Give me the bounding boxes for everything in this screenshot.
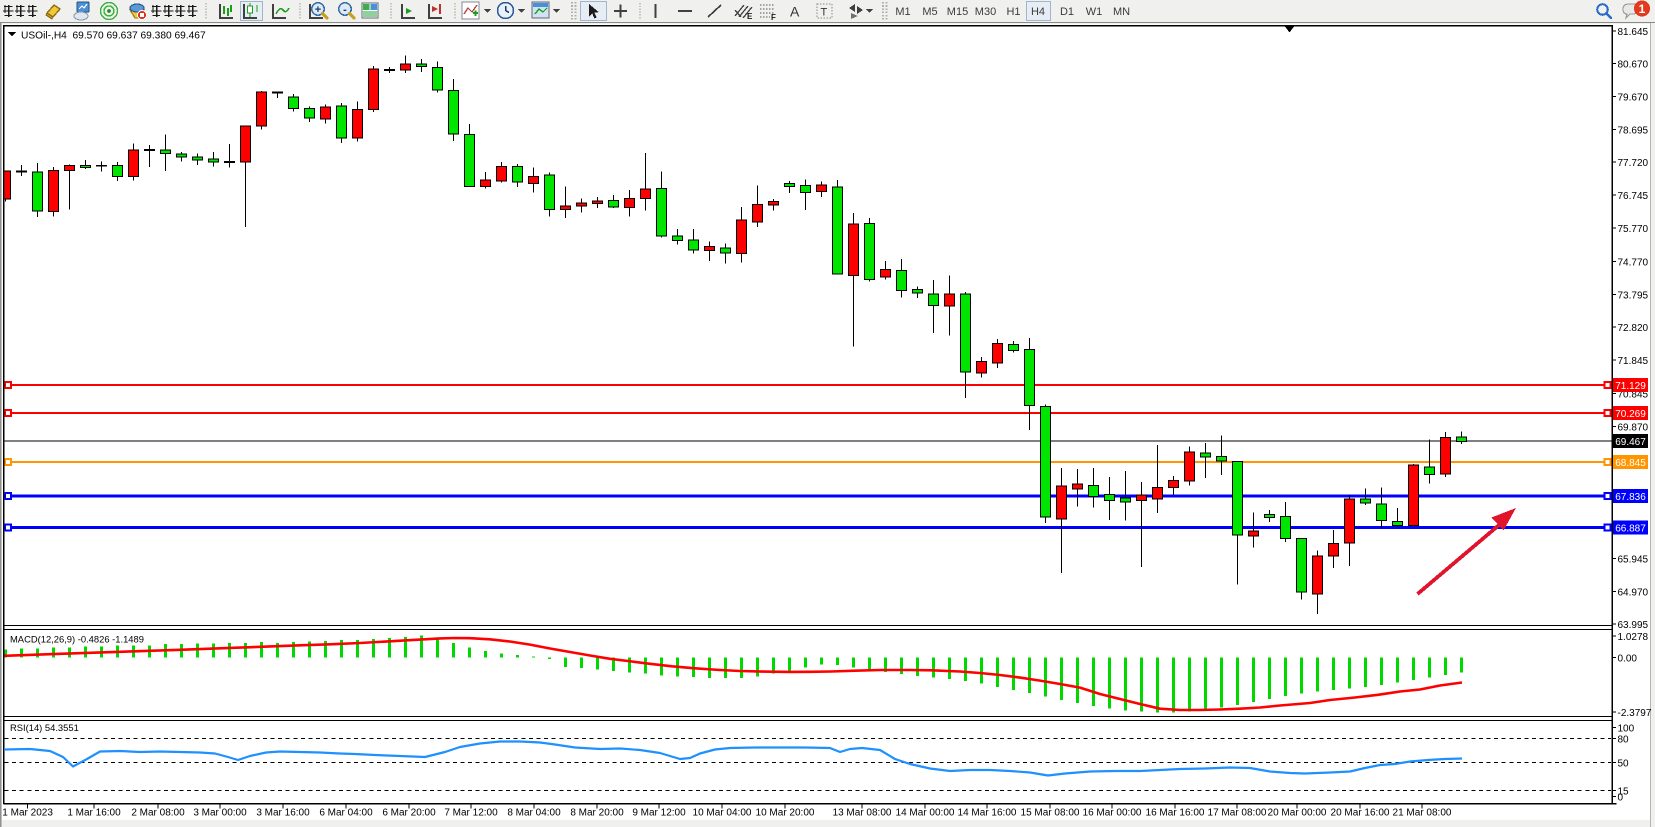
svg-text:15: 15 bbox=[1618, 786, 1630, 797]
svg-text:20 Mar 00:00: 20 Mar 00:00 bbox=[1268, 808, 1327, 819]
svg-text:16 Mar 16:00: 16 Mar 16:00 bbox=[1146, 808, 1205, 819]
svg-text:68.845: 68.845 bbox=[1615, 458, 1646, 469]
svg-text:MACD(12,26,9) -0.4826 -1.1489: MACD(12,26,9) -0.4826 -1.1489 bbox=[10, 634, 144, 645]
svg-text:13 Mar 08:00: 13 Mar 08:00 bbox=[833, 808, 892, 819]
svg-text:W1: W1 bbox=[1086, 6, 1103, 18]
svg-text:9 Mar 12:00: 9 Mar 12:00 bbox=[632, 808, 686, 819]
svg-text:64.970: 64.970 bbox=[1618, 587, 1649, 598]
svg-text:1.0278: 1.0278 bbox=[1618, 632, 1649, 643]
svg-text:71.845: 71.845 bbox=[1618, 356, 1649, 367]
svg-text:M30: M30 bbox=[975, 6, 996, 18]
svg-text:14 Mar 16:00: 14 Mar 16:00 bbox=[958, 808, 1017, 819]
svg-text:-2.3797: -2.3797 bbox=[1618, 708, 1652, 719]
svg-text:15 Mar 08:00: 15 Mar 08:00 bbox=[1021, 808, 1080, 819]
svg-text:-: - bbox=[343, 4, 347, 16]
svg-text:66.887: 66.887 bbox=[1615, 523, 1646, 534]
svg-text:1 Mar 2023: 1 Mar 2023 bbox=[2, 808, 53, 819]
svg-text:10 Mar 04:00: 10 Mar 04:00 bbox=[693, 808, 752, 819]
svg-text:T: T bbox=[821, 7, 828, 19]
svg-text:50: 50 bbox=[1618, 758, 1630, 769]
svg-text:70.845: 70.845 bbox=[1618, 389, 1649, 400]
svg-text:MN: MN bbox=[1113, 6, 1130, 18]
svg-text:69.467: 69.467 bbox=[1615, 437, 1646, 448]
svg-text:79.670: 79.670 bbox=[1618, 92, 1649, 103]
svg-text:F: F bbox=[771, 13, 776, 22]
svg-text:USOil-,H4 69.570 69.637 69.38: USOil-,H4 69.570 69.637 69.380 69.467 bbox=[21, 31, 206, 42]
svg-text:RSI(14) 54.3551: RSI(14) 54.3551 bbox=[10, 722, 79, 733]
svg-text:M15: M15 bbox=[947, 6, 968, 18]
svg-text:H4: H4 bbox=[1031, 6, 1045, 18]
svg-text:7 Mar 12:00: 7 Mar 12:00 bbox=[444, 808, 498, 819]
svg-text:6 Mar 20:00: 6 Mar 20:00 bbox=[382, 808, 436, 819]
svg-text:3 Mar 16:00: 3 Mar 16:00 bbox=[256, 808, 310, 819]
svg-text:80: 80 bbox=[1618, 734, 1630, 745]
svg-text:8 Mar 04:00: 8 Mar 04:00 bbox=[507, 808, 561, 819]
svg-text:75.770: 75.770 bbox=[1618, 224, 1649, 235]
svg-text:17 Mar 08:00: 17 Mar 08:00 bbox=[1208, 808, 1267, 819]
svg-text:72.820: 72.820 bbox=[1618, 323, 1649, 334]
svg-text:100: 100 bbox=[1618, 723, 1635, 734]
svg-text:M5: M5 bbox=[922, 6, 937, 18]
svg-text:0.00: 0.00 bbox=[1618, 653, 1638, 664]
svg-text:78.695: 78.695 bbox=[1618, 125, 1649, 136]
svg-text:2 Mar 08:00: 2 Mar 08:00 bbox=[131, 808, 185, 819]
svg-text:6 Mar 04:00: 6 Mar 04:00 bbox=[319, 808, 373, 819]
svg-text:8 Mar 20:00: 8 Mar 20:00 bbox=[570, 808, 624, 819]
svg-text:21 Mar 08:00: 21 Mar 08:00 bbox=[1393, 808, 1452, 819]
svg-text:74.770: 74.770 bbox=[1618, 257, 1649, 268]
svg-text:16 Mar 00:00: 16 Mar 00:00 bbox=[1083, 808, 1142, 819]
svg-text:81.645: 81.645 bbox=[1618, 27, 1649, 38]
svg-text:20 Mar 16:00: 20 Mar 16:00 bbox=[1331, 808, 1390, 819]
svg-text:3 Mar 00:00: 3 Mar 00:00 bbox=[193, 808, 247, 819]
svg-text:A: A bbox=[790, 4, 800, 20]
svg-text:0: 0 bbox=[1618, 792, 1624, 803]
svg-text:H1: H1 bbox=[1006, 6, 1020, 18]
svg-text:71.129: 71.129 bbox=[1615, 381, 1646, 392]
svg-text:1: 1 bbox=[1639, 2, 1646, 16]
svg-text:69.870: 69.870 bbox=[1618, 422, 1649, 433]
svg-text:77.720: 77.720 bbox=[1618, 158, 1649, 169]
svg-text:10 Mar 20:00: 10 Mar 20:00 bbox=[756, 808, 815, 819]
svg-text:63.995: 63.995 bbox=[1618, 620, 1649, 631]
svg-text:E: E bbox=[747, 12, 753, 21]
svg-text:+: + bbox=[315, 4, 321, 16]
svg-text:73.795: 73.795 bbox=[1618, 290, 1649, 301]
svg-text:65.945: 65.945 bbox=[1618, 554, 1649, 565]
svg-text:80.670: 80.670 bbox=[1618, 59, 1649, 70]
svg-text:1 Mar 16:00: 1 Mar 16:00 bbox=[67, 808, 121, 819]
svg-text:14 Mar 00:00: 14 Mar 00:00 bbox=[896, 808, 955, 819]
svg-text:76.745: 76.745 bbox=[1618, 191, 1649, 202]
svg-text:M1: M1 bbox=[895, 6, 910, 18]
svg-text:D1: D1 bbox=[1060, 6, 1074, 18]
svg-text:70.269: 70.269 bbox=[1615, 409, 1646, 420]
svg-text:67.836: 67.836 bbox=[1615, 492, 1646, 503]
